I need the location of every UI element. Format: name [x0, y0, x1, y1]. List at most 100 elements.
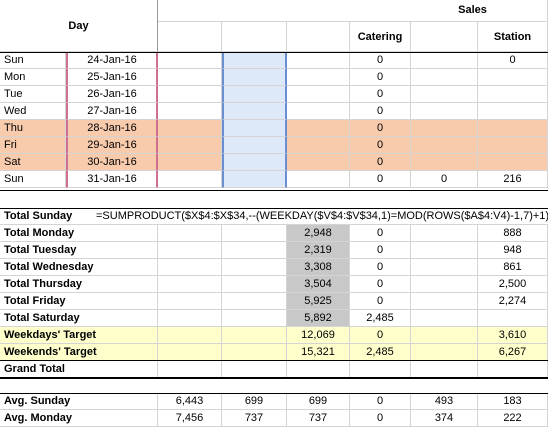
cell	[158, 103, 222, 120]
cell: 861	[478, 259, 548, 276]
weekday: Sun	[0, 52, 66, 69]
cell: 737	[287, 410, 350, 427]
border	[0, 393, 548, 394]
cell: 7,456	[158, 410, 222, 427]
cell	[222, 86, 287, 103]
cell: 699	[287, 393, 350, 410]
weekday: Sat	[0, 154, 66, 171]
cell: 0	[350, 242, 411, 259]
cell	[158, 259, 222, 276]
cell	[222, 293, 287, 310]
total-label: Grand Total	[0, 361, 158, 378]
cell	[222, 154, 287, 171]
cell	[158, 137, 222, 154]
cell: 2,948	[287, 225, 350, 242]
cell	[158, 171, 222, 188]
avg-label: Avg. Monday	[0, 410, 158, 427]
cell	[287, 69, 350, 86]
cell	[411, 69, 478, 86]
cell: 0	[350, 327, 411, 344]
cell	[411, 344, 478, 361]
cell	[478, 120, 548, 137]
weekday: Mon	[0, 69, 66, 86]
cell	[222, 327, 287, 344]
cell	[158, 344, 222, 361]
cell	[350, 361, 411, 378]
cell	[158, 293, 222, 310]
cell	[411, 103, 478, 120]
cell	[411, 120, 478, 137]
cell	[158, 86, 222, 103]
cell: 12,069	[287, 327, 350, 344]
cell	[478, 103, 548, 120]
cell	[287, 361, 350, 378]
cell	[287, 137, 350, 154]
cell: 3,610	[478, 327, 548, 344]
formula: =SUMPRODUCT($X$4:$X$34,--(WEEKDAY($V$4:$…	[92, 208, 548, 225]
cell	[411, 242, 478, 259]
date: 30-Jan-16	[66, 154, 158, 171]
cell	[158, 327, 222, 344]
cell	[222, 69, 287, 86]
cell	[158, 52, 222, 69]
date: 25-Jan-16	[66, 69, 158, 86]
weekday: Wed	[0, 103, 66, 120]
header-sales: Sales	[158, 0, 548, 22]
cell	[158, 69, 222, 86]
cell: 2,319	[287, 242, 350, 259]
cell: 888	[478, 225, 548, 242]
cell	[222, 361, 287, 378]
cell: 0	[350, 259, 411, 276]
date: 24-Jan-16	[66, 52, 158, 69]
total-label: Total Sunday	[0, 208, 92, 225]
cell	[478, 137, 548, 154]
cell	[287, 171, 350, 188]
cell: 0	[350, 154, 411, 171]
cell	[287, 52, 350, 69]
cell: 0	[350, 276, 411, 293]
total-label: Total Friday	[0, 293, 158, 310]
weekday: Tue	[0, 86, 66, 103]
cell: 0	[411, 171, 478, 188]
cell: 0	[350, 137, 411, 154]
cell	[158, 361, 222, 378]
total-label: Total Thursday	[0, 276, 158, 293]
total-label: Total Saturday	[0, 310, 158, 327]
avg-label: Avg. Sunday	[0, 393, 158, 410]
cell	[411, 327, 478, 344]
cell	[222, 103, 287, 120]
border	[0, 360, 548, 361]
cell: 2,485	[350, 344, 411, 361]
cell	[158, 120, 222, 137]
total-label: Total Tuesday	[0, 242, 158, 259]
cell	[222, 344, 287, 361]
column-header	[411, 22, 478, 52]
cell: 0	[350, 52, 411, 69]
cell: 2,500	[478, 276, 548, 293]
cell	[411, 276, 478, 293]
cell: 0	[350, 103, 411, 120]
cell: 6,443	[158, 393, 222, 410]
date: 31-Jan-16	[66, 171, 158, 188]
cell: 0	[350, 293, 411, 310]
cell: 374	[411, 410, 478, 427]
cell: 493	[411, 393, 478, 410]
cell: 737	[222, 410, 287, 427]
header-day: Day	[0, 0, 158, 52]
cell	[287, 86, 350, 103]
border	[0, 377, 548, 379]
column-header	[158, 22, 222, 52]
cell: 5,925	[287, 293, 350, 310]
cell: 2,485	[350, 310, 411, 327]
column-header	[222, 22, 287, 52]
cell	[222, 120, 287, 137]
cell	[478, 154, 548, 171]
cell	[158, 242, 222, 259]
cell: 183	[478, 393, 548, 410]
cell	[478, 86, 548, 103]
date: 26-Jan-16	[66, 86, 158, 103]
cell	[411, 310, 478, 327]
cell: 0	[350, 171, 411, 188]
cell	[222, 259, 287, 276]
cell	[222, 276, 287, 293]
